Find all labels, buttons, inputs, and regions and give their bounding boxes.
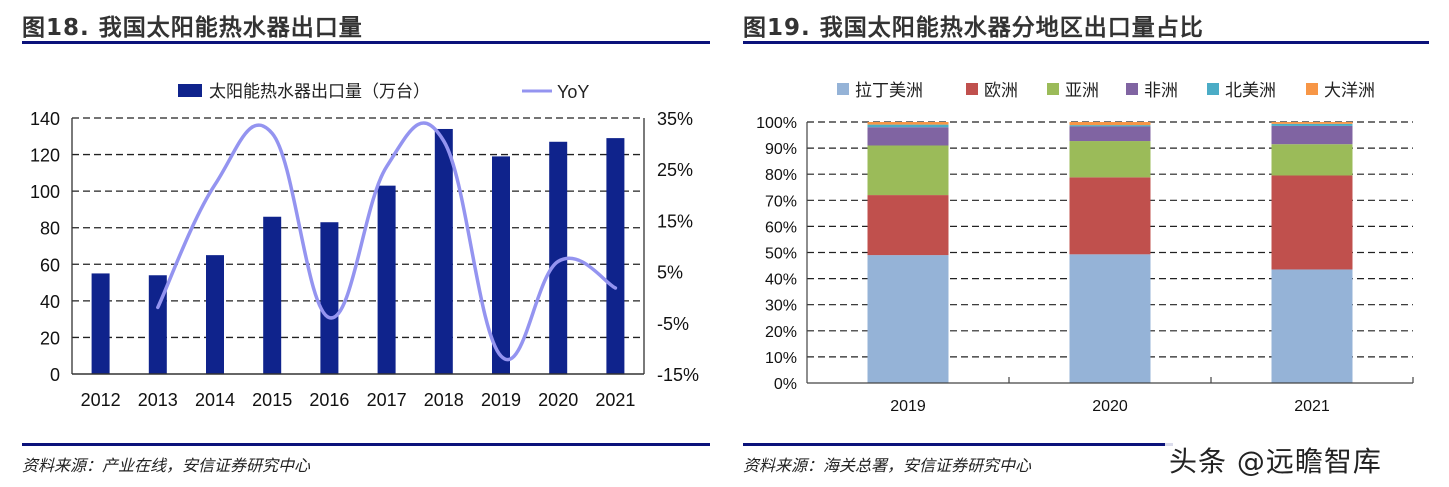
export-volume-chart: 太阳能热水器出口量（万台） YoY 0 20 40 60 80 100 120 140 -15%… — [30, 82, 699, 410]
figure-19-title: 图19. 我国太阳能热水器分地区出口量占比 — [743, 15, 1204, 41]
bar-segment-2019-1 — [867, 195, 949, 256]
y-tick-label: 0 — [50, 365, 60, 385]
legend-label: 北美洲 — [1225, 81, 1276, 101]
y-tick-label: 80 — [40, 219, 60, 239]
x-tick-label: 2020 — [1092, 398, 1128, 415]
bar-2018 — [434, 128, 453, 374]
bar-segment-2019-5 — [867, 122, 949, 125]
bar-segment-2020-4 — [1069, 125, 1151, 127]
y-tick-label: 140 — [30, 109, 60, 129]
bar-segment-2021-2 — [1271, 144, 1353, 176]
yoy-line — [156, 121, 618, 362]
legend-label-volume: 太阳能热水器出口量（万台） — [209, 82, 430, 102]
title-rule-right — [743, 41, 1429, 44]
bar-segment-2020-5 — [1069, 122, 1151, 126]
y-tick-label: 40% — [765, 272, 797, 289]
legend-label: 大洋洲 — [1324, 81, 1375, 101]
bar-2016 — [320, 222, 339, 374]
legend-swatch — [1207, 83, 1219, 95]
legend-swatch — [1047, 83, 1059, 95]
bar-segment-2021-3 — [1271, 125, 1353, 145]
legend-label: 非洲 — [1144, 81, 1178, 101]
y-tick-label: 100% — [756, 115, 797, 132]
y2-tick-label: 5% — [657, 263, 683, 283]
x-tick-label: 2015 — [252, 390, 292, 410]
y2-tick-label: -5% — [657, 314, 689, 334]
legend-label: 亚洲 — [1065, 81, 1099, 101]
y-tick-label: 90% — [765, 141, 797, 158]
x-tick-label: 2021 — [595, 390, 635, 410]
bar-segment-2020-3 — [1069, 126, 1151, 142]
bar-segment-2021-5 — [1271, 122, 1353, 124]
bar-segment-2019-3 — [867, 127, 949, 146]
bar-segment-2020-2 — [1069, 141, 1151, 178]
source-rule-left — [22, 443, 710, 446]
legend-swatch — [1306, 83, 1318, 95]
bar-2020 — [549, 141, 568, 374]
y-tick-label: 100 — [30, 182, 60, 202]
y-tick-label: 10% — [765, 350, 797, 367]
figure-18-source: 资料来源：产业在线，安信证券研究中心 — [22, 456, 311, 475]
watermark: 头条 @远瞻智库 — [1165, 440, 1386, 480]
bar-2012 — [91, 273, 110, 374]
source-rule-right — [743, 443, 1173, 446]
legend-swatch-volume — [178, 84, 202, 97]
legend-label-yoy: YoY — [557, 82, 589, 102]
legend-swatch — [837, 83, 849, 95]
x-tick-label: 2018 — [424, 390, 464, 410]
y-tick-label: 50% — [765, 246, 797, 263]
bar-segment-2021-0 — [1271, 269, 1353, 383]
bar-2017 — [377, 185, 396, 374]
x-tick-label: 2019 — [481, 390, 521, 410]
y-tick-label: 60 — [40, 255, 60, 275]
y2-tick-label: 25% — [657, 160, 693, 180]
bar-segment-2020-1 — [1069, 177, 1151, 255]
y-tick-label: 20 — [40, 328, 60, 348]
x-tick-label: 2017 — [367, 390, 407, 410]
bar-segment-2020-0 — [1069, 254, 1151, 383]
bar-segment-2021-4 — [1271, 123, 1353, 126]
x-tick-label: 2014 — [195, 390, 235, 410]
bar-segment-2021-1 — [1271, 175, 1353, 270]
figure-18-title: 图18. 我国太阳能热水器出口量 — [22, 15, 363, 41]
legend-swatch — [1126, 83, 1138, 95]
legend-swatch — [966, 83, 978, 95]
title-rule-left — [22, 41, 710, 44]
y-tick-label: 80% — [765, 167, 797, 184]
y-tick-label: 70% — [765, 193, 797, 210]
legend-label: 欧洲 — [984, 81, 1018, 101]
y-tick-label: 120 — [30, 146, 60, 166]
bar-segment-2019-4 — [867, 124, 949, 128]
y-tick-label: 0% — [774, 376, 797, 393]
bar-2015 — [263, 216, 282, 374]
bar-2021 — [606, 138, 625, 374]
x-tick-label: 2013 — [138, 390, 178, 410]
y2-tick-label: 15% — [657, 211, 693, 231]
y-tick-label: 60% — [765, 219, 797, 236]
figure-19-source: 资料来源：海关总署，安信证券研究中心 — [743, 456, 1032, 475]
y-tick-label: 20% — [765, 324, 797, 341]
chart1-legend: 太阳能热水器出口量（万台） YoY — [178, 82, 589, 102]
region-share-chart: 拉丁美洲 欧洲 亚洲 非洲 北美洲 大洋洲 0% 10% 20% 30% 40% 50% 60% 70%… — [756, 81, 1414, 415]
bar-segment-2019-2 — [867, 145, 949, 196]
x-tick-label: 2021 — [1294, 398, 1330, 415]
bar-segment-2019-0 — [867, 255, 949, 383]
x-tick-label: 2012 — [81, 390, 121, 410]
x-tick-label: 2020 — [538, 390, 578, 410]
y2-tick-label: 35% — [657, 109, 693, 129]
legend-label: 拉丁美洲 — [855, 81, 923, 101]
x-tick-label: 2019 — [890, 398, 926, 415]
y-tick-label: 30% — [765, 298, 797, 315]
y2-tick-label: -15% — [657, 365, 699, 385]
y-tick-label: 40 — [40, 292, 60, 312]
x-tick-label: 2016 — [309, 390, 349, 410]
bar-2019 — [492, 156, 510, 374]
bar-2014 — [206, 255, 224, 374]
